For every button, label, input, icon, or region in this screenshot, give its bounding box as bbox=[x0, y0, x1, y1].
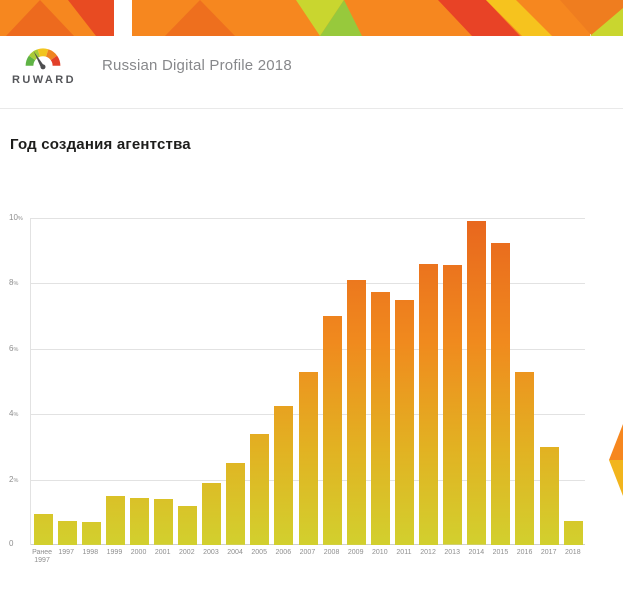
x-tick-label: 2001 bbox=[154, 549, 171, 556]
bar-slot bbox=[176, 218, 200, 545]
bar bbox=[105, 496, 125, 545]
bar bbox=[202, 482, 222, 545]
bar-slot bbox=[296, 218, 320, 545]
y-tick-label: 6% bbox=[9, 343, 19, 353]
bar bbox=[491, 242, 511, 545]
gauge-icon bbox=[25, 48, 61, 70]
bar bbox=[419, 263, 439, 545]
bar bbox=[154, 499, 174, 545]
bar bbox=[81, 522, 101, 545]
bar-slot bbox=[127, 218, 151, 545]
bar-slot bbox=[151, 218, 175, 545]
bar-slot bbox=[537, 218, 561, 545]
x-tick-label: 2016 bbox=[516, 549, 533, 556]
bar-slot bbox=[55, 218, 79, 545]
bar bbox=[467, 221, 487, 545]
bar bbox=[226, 463, 246, 545]
x-tick-label: 1997 bbox=[58, 549, 74, 556]
chart-title: Год создания агентства bbox=[10, 136, 191, 153]
bar bbox=[370, 291, 390, 545]
bar-slot bbox=[392, 218, 416, 545]
bar bbox=[250, 433, 270, 545]
bar-slot bbox=[344, 218, 368, 545]
bar bbox=[178, 505, 198, 545]
report-title: Russian Digital Profile 2018 bbox=[102, 56, 292, 74]
y-tick-label: 2% bbox=[9, 474, 19, 484]
header-divider bbox=[0, 108, 623, 109]
bar-slot bbox=[224, 218, 248, 545]
x-tick-label: 2018 bbox=[565, 549, 581, 556]
ruward-logo: RUWARD bbox=[10, 44, 76, 86]
gridline bbox=[31, 218, 585, 219]
bar bbox=[33, 513, 53, 545]
bar-slot bbox=[489, 218, 513, 545]
x-tick-label: 2000 bbox=[130, 549, 147, 556]
bar bbox=[129, 497, 149, 545]
gridline bbox=[31, 349, 585, 350]
bar bbox=[443, 265, 463, 545]
x-tick-label: 2015 bbox=[492, 549, 509, 556]
bar bbox=[394, 299, 414, 545]
x-tick-label: 2012 bbox=[420, 549, 436, 556]
bar-slot bbox=[272, 218, 296, 545]
bar-slot bbox=[79, 218, 103, 545]
bars bbox=[31, 218, 585, 545]
x-tick-label: 2011 bbox=[396, 549, 412, 556]
bar-slot bbox=[561, 218, 585, 545]
bar-slot bbox=[513, 218, 537, 545]
bar-slot bbox=[465, 218, 489, 545]
bar bbox=[274, 406, 294, 545]
edge-decoration-graphic bbox=[609, 424, 623, 496]
bar bbox=[515, 371, 535, 545]
banner-graphic bbox=[0, 0, 623, 36]
x-tick-label: Ранее 1997 bbox=[32, 549, 53, 565]
x-tick-label: 2002 bbox=[179, 549, 195, 556]
bar-slot bbox=[441, 218, 465, 545]
brand-name: RUWARD bbox=[12, 74, 76, 86]
y-tick-label: 4% bbox=[9, 408, 19, 418]
x-tick-label: 2009 bbox=[347, 549, 364, 556]
bar bbox=[346, 280, 366, 545]
edge-decoration bbox=[609, 424, 623, 496]
x-tick-label: 2010 bbox=[372, 549, 388, 556]
y-tick-label: 10% bbox=[9, 212, 23, 222]
bar-slot bbox=[248, 218, 272, 545]
x-tick-label: 2005 bbox=[251, 549, 267, 556]
bar bbox=[563, 520, 583, 545]
header-banner bbox=[0, 0, 623, 36]
bar-slot bbox=[417, 218, 441, 545]
x-tick-label: 2013 bbox=[444, 549, 460, 556]
x-tick-label: 1999 bbox=[106, 549, 123, 556]
bar-slot bbox=[200, 218, 224, 545]
gridline bbox=[31, 283, 585, 284]
bar-chart: 10% 8% 6% 4% 2% 0 Ранее 1997 1997 1998 1999 2000 2… bbox=[8, 213, 585, 566]
y-tick-label: 8% bbox=[9, 277, 19, 287]
bar bbox=[322, 316, 342, 545]
x-tick-label: 1998 bbox=[82, 549, 99, 556]
bar-slot bbox=[31, 218, 55, 545]
bar bbox=[298, 371, 318, 545]
x-tick-label: 2006 bbox=[275, 549, 292, 556]
bar-slot bbox=[103, 218, 127, 545]
x-axis-labels: Ранее 1997 1997 1998 1999 2000 2001 2002 2003 20… bbox=[30, 549, 585, 566]
x-tick-label: 2014 bbox=[468, 549, 485, 556]
bar bbox=[539, 446, 559, 545]
x-tick-label: 2003 bbox=[203, 549, 219, 556]
bar bbox=[57, 520, 77, 545]
header: RUWARD Russian Digital Profile 2018 bbox=[10, 44, 292, 86]
x-tick-label: 2004 bbox=[227, 549, 243, 556]
bar-slot bbox=[368, 218, 392, 545]
bar-slot bbox=[320, 218, 344, 545]
plot-area: 10% 8% 6% 4% 2% 0 bbox=[9, 213, 585, 547]
x-tick-label: 2017 bbox=[540, 549, 557, 556]
x-tick-label: 2008 bbox=[323, 549, 340, 556]
y-tick-label: 0 bbox=[9, 538, 14, 548]
x-tick-label: 2007 bbox=[299, 549, 316, 556]
